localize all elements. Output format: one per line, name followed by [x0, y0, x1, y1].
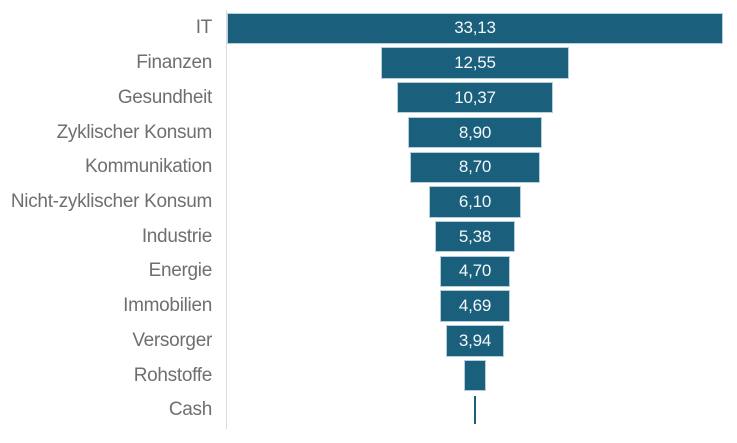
bar-value-label: 6,10 [458, 191, 492, 211]
chart-row: Rohstoffe [0, 358, 737, 393]
funnel-bar[interactable]: 5,38 [434, 220, 516, 253]
row-plot-area: 4,70 [227, 254, 723, 289]
chart-row: Nicht-zyklischer Konsum 6,10 [0, 185, 737, 220]
category-label: IT [195, 17, 213, 39]
chart-row: Gesundheit 10,37 [0, 80, 737, 115]
bar-value-label: 12,55 [454, 53, 496, 73]
bar-value-label: 10,37 [454, 87, 496, 107]
category-label: Nicht-zyklischer Konsum [10, 190, 212, 212]
row-plot-area: 8,90 [227, 115, 723, 150]
bar-value-label: 33,13 [454, 18, 496, 38]
category-label: Immobilien [123, 295, 212, 317]
funnel-bar[interactable]: 33,13 [227, 12, 723, 45]
chart-row: Immobilien 4,69 [0, 289, 737, 324]
bar-value-label: 3,94 [458, 330, 492, 350]
funnel-bar[interactable]: 4,70 [439, 255, 511, 288]
category-label: Kommunikation [84, 156, 212, 178]
chart-row: Energie 4,70 [0, 254, 737, 289]
chart-rows: IT 33,13 Finanzen 12,55 Gesundheit 10,37… [0, 11, 737, 428]
category-label: Rohstoffe [133, 364, 213, 386]
category-label: Versorger [132, 329, 212, 351]
bar-value-label: 8,90 [458, 122, 492, 142]
funnel-bar[interactable]: 8,70 [409, 151, 541, 183]
chart-row: Industrie 5,38 [0, 219, 737, 254]
bar-value-label: 4,69 [458, 296, 492, 316]
row-plot-area: 6,10 [227, 185, 723, 220]
row-plot-area: 10,37 [227, 80, 723, 115]
funnel-bar[interactable]: 12,55 [381, 47, 569, 79]
row-plot-area: 3,94 [227, 323, 723, 358]
chart-row: IT 33,13 [0, 11, 737, 46]
funnel-bar[interactable]: 10,37 [397, 82, 553, 114]
funnel-bar[interactable]: 3,94 [445, 325, 505, 357]
funnel-bar[interactable] [474, 396, 476, 425]
category-label: Zyklischer Konsum [56, 121, 213, 143]
chart-row: Versorger 3,94 [0, 323, 737, 358]
chart-row: Finanzen 12,55 [0, 46, 737, 81]
category-label: Energie [148, 260, 213, 282]
funnel-bar[interactable]: 6,10 [429, 186, 521, 218]
chart-row: Zyklischer Konsum 8,90 [0, 115, 737, 150]
funnel-bar[interactable]: 4,69 [439, 290, 511, 322]
bar-value-label: 4,70 [458, 261, 492, 281]
row-plot-area: 8,70 [227, 150, 723, 185]
category-axis-line [226, 10, 227, 429]
bar-value-label: 5,38 [458, 226, 492, 246]
bar-value-label: 8,70 [458, 157, 492, 177]
row-plot-area: 4,69 [227, 289, 723, 324]
category-label: Finanzen [136, 52, 212, 74]
row-plot-area: 12,55 [227, 46, 723, 81]
category-label: Industrie [141, 225, 212, 247]
chart-row: Kommunikation 8,70 [0, 150, 737, 185]
category-label: Gesundheit [117, 86, 212, 108]
funnel-bar[interactable]: 8,90 [408, 116, 542, 149]
category-label: Cash [168, 399, 212, 421]
row-plot-area [227, 358, 723, 393]
row-plot-area: 33,13 [227, 11, 723, 46]
row-plot-area [227, 393, 723, 428]
row-plot-area: 5,38 [227, 219, 723, 254]
funnel-bar[interactable] [463, 359, 487, 392]
chart-row: Cash [0, 393, 737, 428]
